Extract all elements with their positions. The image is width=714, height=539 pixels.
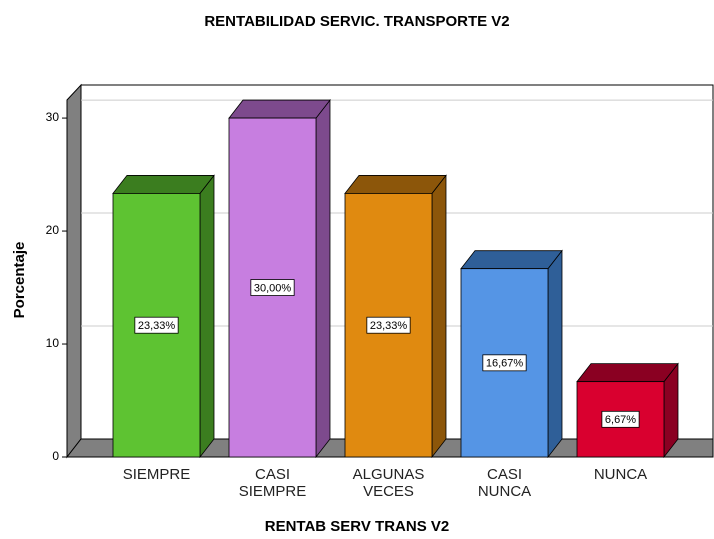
bar-top — [460, 250, 563, 270]
bar-side — [431, 174, 447, 459]
x-tick-label: NUNCA — [593, 466, 648, 483]
value-label-box — [250, 279, 295, 296]
value-label-box — [601, 410, 640, 428]
y-axis-title: Porcentaje — [11, 242, 28, 319]
chart-title: RENTABILIDAD SERVIC. TRANSPORTE V2 — [204, 13, 509, 30]
y-tick-label: 0 — [52, 449, 59, 463]
x-tick-label: ALGUNAS VECES — [352, 466, 425, 500]
bar-top — [344, 175, 447, 194]
x-axis-title: RENTAB SERV TRANS V2 — [265, 518, 449, 535]
left-wall — [66, 83, 82, 459]
bar-side — [547, 249, 563, 459]
value-label-box — [366, 316, 411, 334]
value-label: 30,00% — [254, 282, 292, 294]
value-label: 23,33% — [370, 320, 408, 332]
value-label: 23,33% — [138, 320, 176, 332]
y-tick-label: 20 — [46, 223, 60, 237]
bar-top — [576, 363, 679, 383]
bar-side — [315, 98, 331, 459]
value-label: 16,67% — [486, 358, 524, 370]
x-tick-label: CASI SIEMPRE — [238, 466, 307, 500]
bar-side — [199, 174, 215, 459]
bar-top — [228, 99, 331, 119]
y-tick-label: 30 — [46, 110, 60, 124]
x-tick-label: CASI NUNCA — [477, 466, 532, 500]
bar-top — [112, 175, 215, 194]
value-label: 6,67% — [605, 414, 636, 426]
y-tick-label: 10 — [46, 336, 60, 350]
x-tick-label: SIEMPRE — [122, 466, 191, 483]
value-label-box — [134, 316, 179, 334]
value-label-box — [482, 354, 527, 372]
